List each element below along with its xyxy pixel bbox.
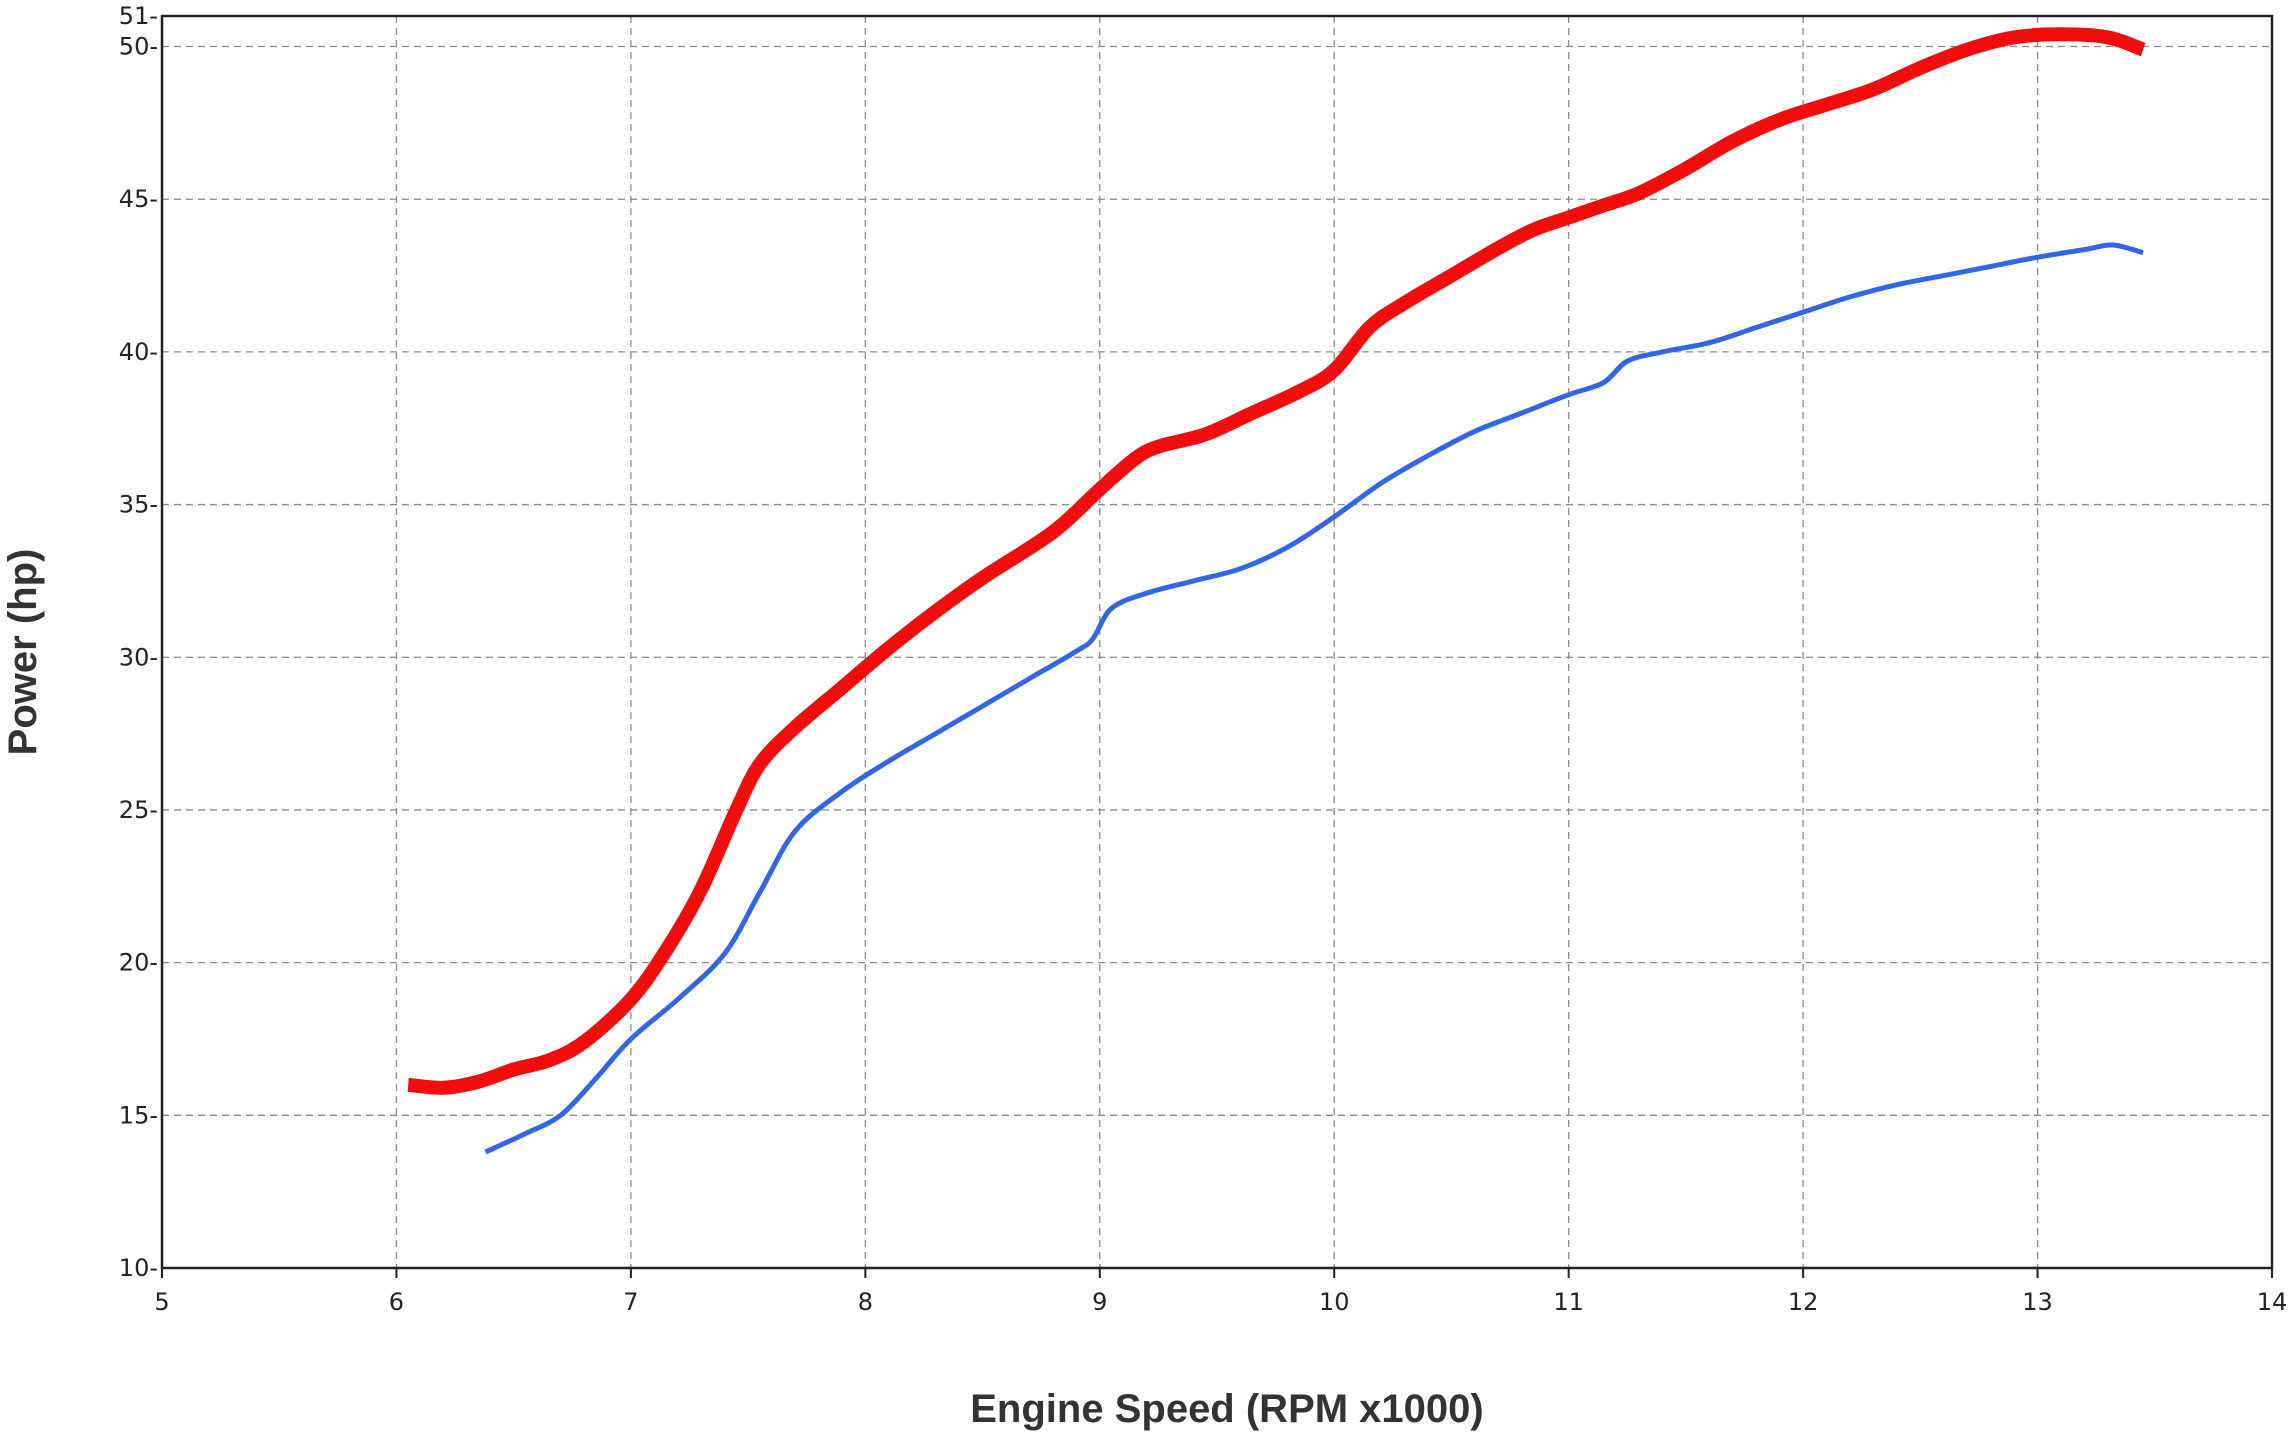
x-tick-label: 6: [389, 1288, 404, 1316]
x-tick-label: 11: [1553, 1288, 1584, 1316]
x-tick-label: 5: [154, 1288, 169, 1316]
x-tick-label: 12: [1788, 1288, 1819, 1316]
y-tick-label: 35-: [119, 491, 158, 519]
y-tick-label: 10-: [119, 1254, 158, 1282]
plot-series: [407, 27, 2146, 1155]
x-tick-label: 9: [1092, 1288, 1107, 1316]
y-tick-label: 51-: [119, 2, 158, 30]
x-tick-label: 14: [2257, 1288, 2288, 1316]
y-tick-label: 15-: [119, 1101, 158, 1129]
x-tick-label: 10: [1319, 1288, 1350, 1316]
y-axis-title: Power (hp): [1, 549, 45, 756]
y-tick-label: 30-: [119, 643, 158, 671]
x-axis-title: Engine Speed (RPM x1000): [970, 1387, 1483, 1431]
y-tick-label: 45-: [119, 185, 158, 213]
y-tick-label: 25-: [119, 796, 158, 824]
x-tick-label: 13: [2022, 1288, 2053, 1316]
x-axis: 5 6 7 8 9 10 11 12 13 14: [154, 1268, 2287, 1316]
y-tick-label: 40-: [119, 338, 158, 366]
y-axis: 10- 15- 20- 25- 30- 35- 40- 45- 50- 51-: [119, 2, 158, 1282]
y-tick-label: 20-: [119, 949, 158, 977]
grid: [162, 16, 2272, 1268]
series-line-2: [484, 242, 2144, 1155]
y-tick-label: 50-: [119, 33, 158, 61]
x-tick-label: 7: [623, 1288, 638, 1316]
plot-frame: [160, 14, 2274, 1270]
x-tick-label: 8: [858, 1288, 873, 1316]
series-line-1: [407, 27, 2146, 1095]
